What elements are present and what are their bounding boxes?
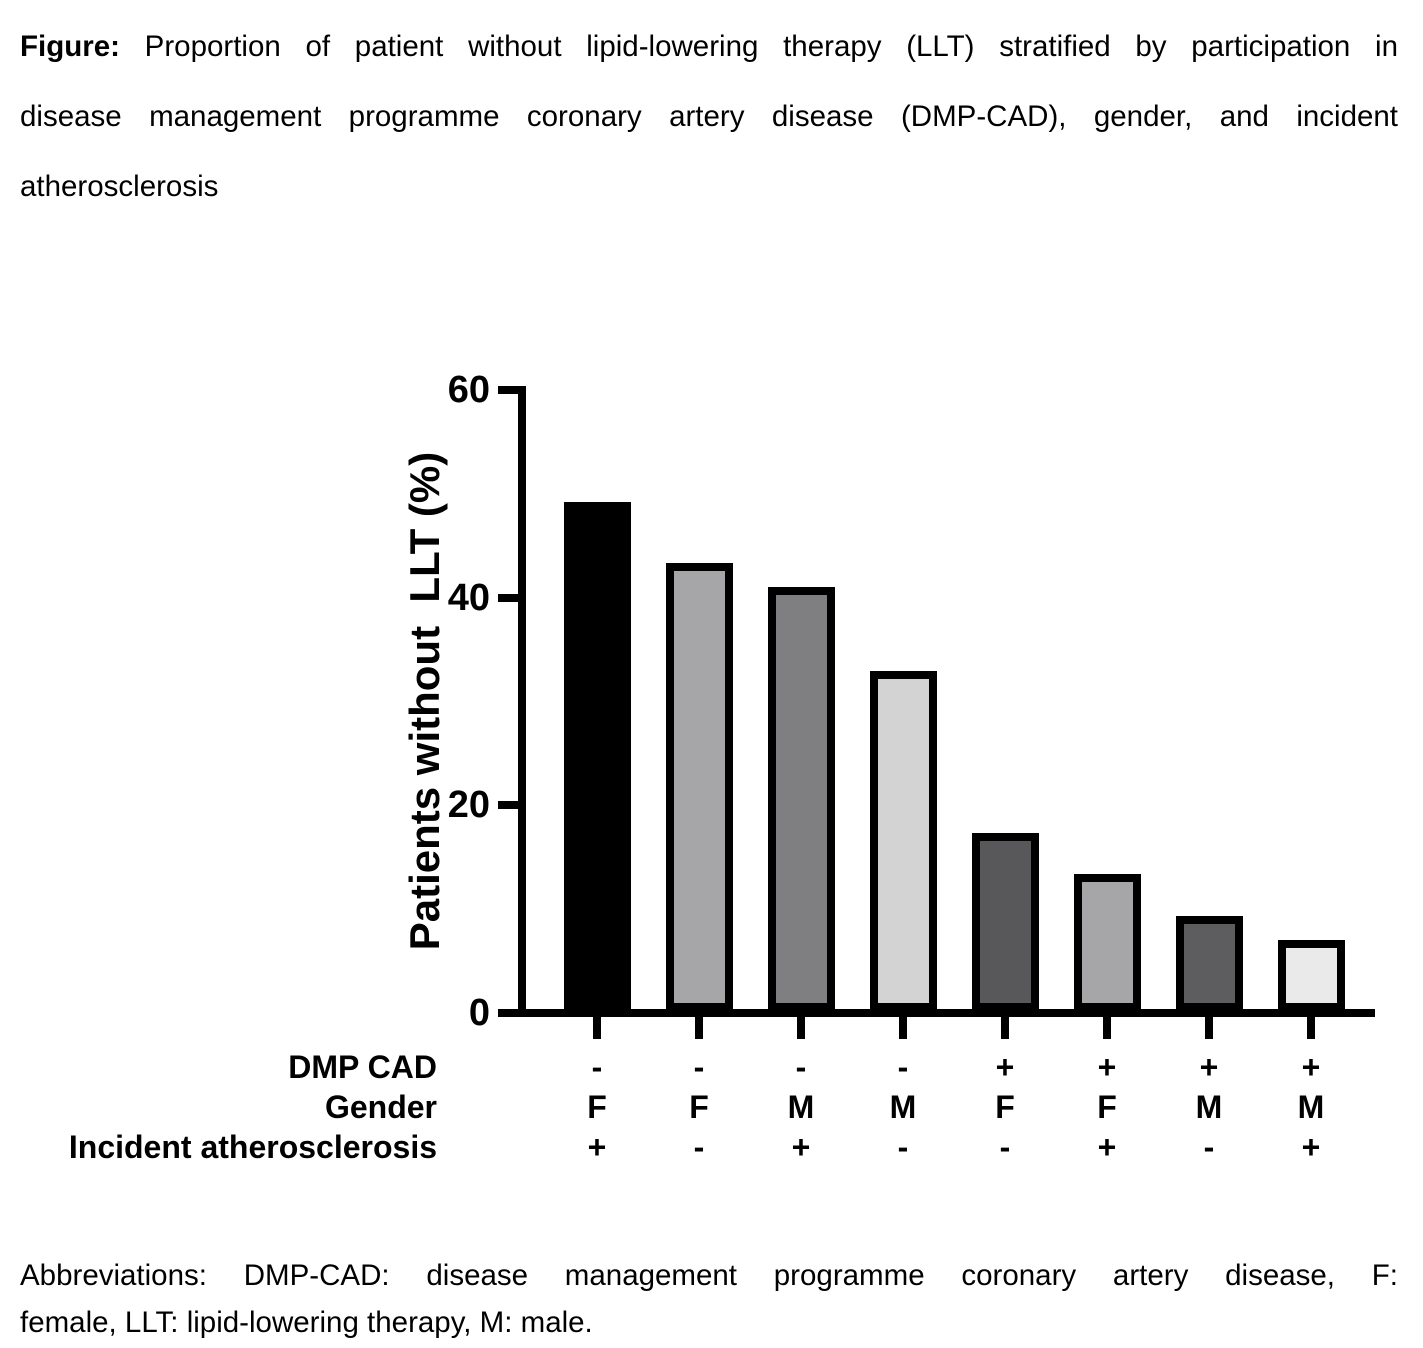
annotation-value: - <box>591 1049 603 1085</box>
abbreviations-line2: female, LLT: lipid-lowering therapy, M: … <box>20 1306 593 1339</box>
y-tick <box>498 1009 518 1017</box>
annotation-value: + <box>1301 1129 1321 1165</box>
annotation-row-label: Incident atherosclerosis <box>68 1129 437 1165</box>
annotation-value: M <box>889 1089 917 1125</box>
x-axis-line <box>518 1009 1375 1017</box>
bar <box>1074 874 1141 1011</box>
y-tick-label: 20 <box>447 784 490 826</box>
annotation-value: + <box>1097 1129 1117 1165</box>
x-tick <box>899 1017 907 1039</box>
bar <box>768 587 835 1011</box>
x-tick <box>1001 1017 1009 1039</box>
annotation-value: - <box>795 1049 807 1085</box>
annotation-row-label: DMP CAD <box>288 1049 437 1085</box>
y-axis-line <box>518 386 526 1017</box>
y-axis-title: Patients without LLT (%) <box>401 451 448 951</box>
x-tick <box>797 1017 805 1039</box>
annotation-value: - <box>693 1049 705 1085</box>
annotation-value: F <box>587 1089 607 1125</box>
bar <box>1278 940 1345 1011</box>
y-tick-label: 60 <box>447 369 490 411</box>
figure-caption-line3: atherosclerosis <box>20 170 219 203</box>
annotation-value: - <box>897 1049 909 1085</box>
figure-caption-line1-text: Proportion of patient without lipid-lowe… <box>119 30 1398 63</box>
x-tick <box>1307 1017 1315 1039</box>
annotation-value: F <box>995 1089 1015 1125</box>
annotation-value: + <box>1301 1049 1321 1085</box>
x-tick <box>1205 1017 1213 1039</box>
bar <box>564 502 631 1011</box>
annotation-value: - <box>897 1129 909 1165</box>
bar <box>666 563 733 1011</box>
x-tick <box>1103 1017 1111 1039</box>
annotation-value: M <box>787 1089 815 1125</box>
y-tick-label: 40 <box>447 577 490 619</box>
annotation-value: F <box>689 1089 709 1125</box>
x-tick <box>695 1017 703 1039</box>
annotation-value: - <box>693 1129 705 1165</box>
annotation-value: + <box>1199 1049 1219 1085</box>
y-tick-label: 0 <box>468 992 490 1034</box>
annotation-value: M <box>1297 1089 1325 1125</box>
bar <box>1176 916 1243 1011</box>
x-tick <box>593 1017 601 1039</box>
annotation-value: - <box>1203 1129 1215 1165</box>
annotation-value: + <box>1097 1049 1117 1085</box>
y-tick <box>498 594 518 602</box>
annotation-value: + <box>791 1129 811 1165</box>
abbreviations-line1: Abbreviations: DMP-CAD: disease manageme… <box>20 1259 1398 1292</box>
bar <box>972 833 1039 1011</box>
annotation-value: + <box>587 1129 607 1165</box>
annotation-row-label: Gender <box>324 1089 437 1125</box>
figure-caption-line1: Figure: Proportion of patient without li… <box>20 12 1398 82</box>
annotation-value: + <box>995 1049 1015 1085</box>
figure-caption: Figure: Proportion of patient without li… <box>20 12 1398 222</box>
y-tick <box>498 801 518 809</box>
annotation-value: M <box>1195 1089 1223 1125</box>
abbreviations-note: Abbreviations: DMP-CAD: disease manageme… <box>20 1252 1398 1346</box>
y-tick <box>498 386 518 394</box>
bar <box>870 671 937 1011</box>
annotation-value: F <box>1097 1089 1117 1125</box>
figure-caption-line2: disease management programme coronary ar… <box>20 100 1398 133</box>
annotation-value: - <box>999 1129 1011 1165</box>
figure-caption-label: Figure: <box>20 30 120 63</box>
